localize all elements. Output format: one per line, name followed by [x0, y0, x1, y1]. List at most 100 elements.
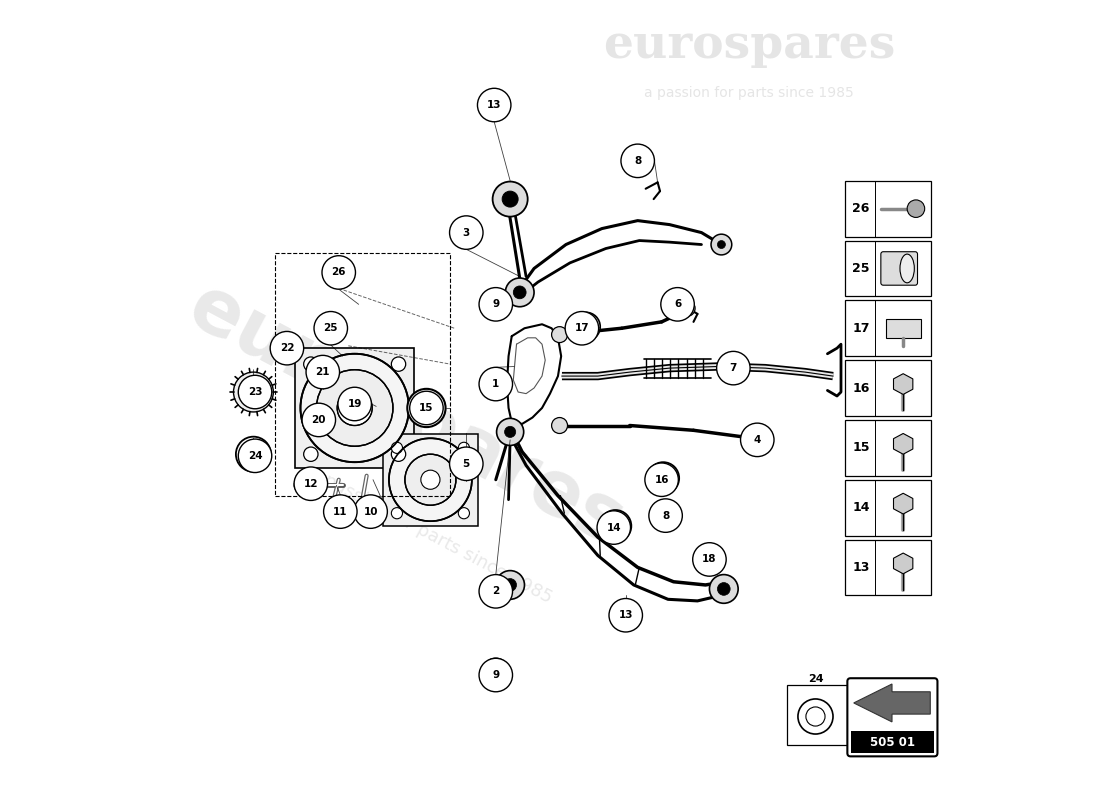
Circle shape [649, 499, 682, 532]
FancyBboxPatch shape [847, 678, 937, 756]
Circle shape [233, 372, 274, 412]
FancyBboxPatch shape [845, 539, 931, 595]
Circle shape [496, 570, 525, 599]
Circle shape [746, 430, 762, 446]
Circle shape [483, 658, 508, 684]
FancyBboxPatch shape [886, 318, 921, 338]
Circle shape [314, 311, 348, 345]
Circle shape [504, 578, 517, 591]
Text: 9: 9 [492, 670, 499, 680]
Circle shape [600, 510, 631, 542]
Circle shape [302, 403, 336, 437]
Circle shape [679, 300, 695, 316]
Circle shape [478, 367, 513, 401]
Circle shape [294, 467, 328, 501]
Circle shape [505, 426, 516, 438]
Text: 3: 3 [463, 227, 470, 238]
Polygon shape [893, 374, 913, 394]
Circle shape [491, 666, 502, 677]
Text: 18: 18 [702, 554, 717, 565]
Circle shape [241, 379, 266, 405]
Text: 12: 12 [304, 478, 318, 489]
Circle shape [244, 445, 263, 464]
Circle shape [459, 442, 470, 454]
Circle shape [421, 470, 440, 490]
Circle shape [710, 574, 738, 603]
FancyBboxPatch shape [845, 241, 931, 296]
Text: 24: 24 [248, 451, 262, 461]
Text: 14: 14 [606, 522, 621, 533]
Circle shape [478, 658, 513, 692]
Circle shape [740, 423, 774, 457]
Polygon shape [893, 494, 913, 514]
Circle shape [798, 699, 833, 734]
Circle shape [297, 482, 306, 490]
Text: 13: 13 [487, 100, 502, 110]
Circle shape [621, 144, 654, 178]
Circle shape [304, 447, 318, 462]
Circle shape [581, 321, 592, 332]
Circle shape [716, 351, 750, 385]
Circle shape [306, 355, 340, 389]
Circle shape [338, 387, 372, 421]
Ellipse shape [900, 254, 914, 283]
Text: 16: 16 [852, 382, 870, 394]
Text: 15: 15 [852, 442, 870, 454]
Text: 25: 25 [852, 262, 870, 275]
Text: 23: 23 [248, 387, 262, 397]
Text: 13: 13 [618, 610, 632, 620]
Circle shape [392, 442, 403, 454]
Text: 2: 2 [492, 586, 499, 596]
Circle shape [478, 287, 513, 321]
Circle shape [609, 598, 642, 632]
Circle shape [551, 418, 568, 434]
Circle shape [908, 200, 925, 218]
Circle shape [572, 312, 601, 341]
Polygon shape [893, 553, 913, 574]
Text: a passion for parts since 1985: a passion for parts since 1985 [645, 86, 855, 100]
Circle shape [514, 286, 526, 298]
Circle shape [551, 326, 568, 342]
Text: 22: 22 [279, 343, 294, 353]
Circle shape [478, 574, 513, 608]
FancyBboxPatch shape [383, 434, 478, 526]
Circle shape [493, 182, 528, 217]
Circle shape [505, 278, 535, 306]
Text: 17: 17 [574, 323, 590, 334]
Circle shape [450, 216, 483, 250]
Circle shape [450, 447, 483, 481]
Circle shape [597, 511, 630, 544]
Circle shape [304, 357, 318, 371]
Text: 25: 25 [323, 323, 338, 334]
Text: 15: 15 [419, 403, 433, 413]
Circle shape [322, 256, 355, 289]
Text: 5: 5 [463, 458, 470, 469]
Circle shape [407, 389, 446, 427]
FancyBboxPatch shape [845, 420, 931, 476]
Text: 505 01: 505 01 [869, 735, 914, 749]
Circle shape [409, 391, 443, 425]
Circle shape [459, 508, 470, 518]
Circle shape [305, 410, 326, 430]
Circle shape [392, 357, 406, 371]
Circle shape [477, 88, 510, 122]
Text: 9: 9 [492, 299, 499, 310]
Circle shape [235, 437, 271, 472]
Text: 10: 10 [363, 506, 378, 517]
Text: eurospares: eurospares [176, 270, 637, 562]
Circle shape [645, 463, 679, 497]
Circle shape [491, 298, 502, 310]
Text: 16: 16 [654, 474, 669, 485]
Text: 1: 1 [492, 379, 499, 389]
Circle shape [311, 416, 319, 424]
Circle shape [389, 438, 472, 521]
FancyBboxPatch shape [845, 480, 931, 535]
Text: 26: 26 [852, 202, 870, 215]
Circle shape [806, 707, 825, 726]
Text: 14: 14 [852, 501, 870, 514]
Text: 26: 26 [331, 267, 346, 278]
Circle shape [717, 582, 730, 595]
Circle shape [392, 508, 403, 518]
Circle shape [647, 462, 679, 494]
Circle shape [417, 398, 436, 418]
